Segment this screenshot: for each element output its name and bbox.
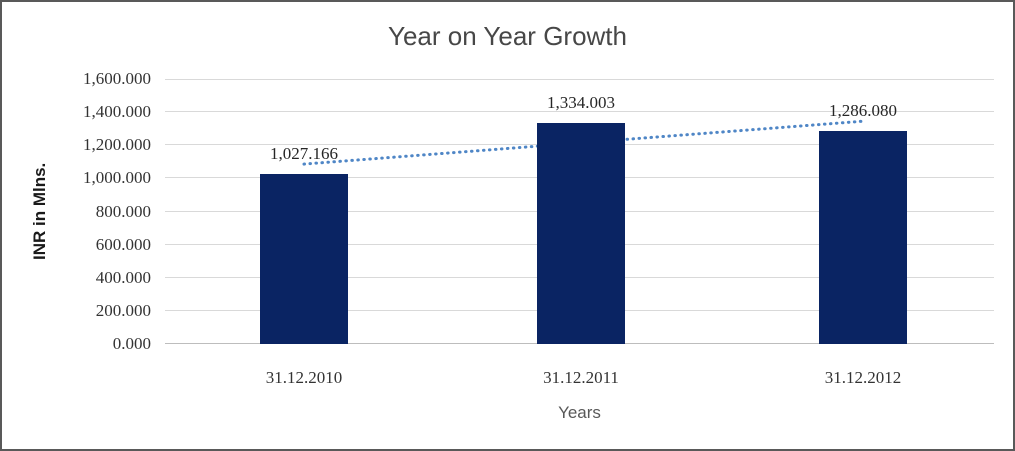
plot-area: 0.000 200.000 400.000 600.000 800.000 1,000.0… bbox=[83, 69, 994, 387]
x-axis-title: Years bbox=[558, 403, 601, 422]
trendline bbox=[302, 119, 865, 166]
gridline bbox=[165, 111, 994, 113]
y-axis-tick-label: 400.000 bbox=[95, 267, 151, 287]
y-axis-tick-label: 1,600.000 bbox=[83, 69, 151, 88]
y-axis-tick-label: 1,400.000 bbox=[83, 102, 151, 122]
x-axis-tick-label-2010: 31.12.2010 bbox=[265, 368, 343, 387]
bar-2010 bbox=[260, 173, 348, 344]
chart-title: Year on Year Growth bbox=[388, 21, 627, 51]
data-label-2010: 1,027.166 bbox=[270, 143, 338, 163]
bar-2012 bbox=[819, 131, 907, 344]
y-axis-tick-label: 1,000.000 bbox=[83, 168, 151, 188]
y-axis-tick-label: 200.000 bbox=[95, 300, 151, 320]
x-axis-tick-label-2012: 31.12.2012 bbox=[824, 368, 902, 387]
data-label-2011: 1,334.003 bbox=[547, 93, 615, 113]
x-axis-tick-label-2011: 31.12.2011 bbox=[543, 368, 619, 387]
y-axis-tick-label: 600.000 bbox=[95, 234, 151, 254]
bar-2011 bbox=[537, 123, 625, 344]
gridline bbox=[165, 79, 994, 80]
y-axis-tick-label: 800.000 bbox=[95, 201, 151, 221]
y-axis-tick-label: 1,200.000 bbox=[83, 135, 151, 155]
trendline-layer bbox=[302, 119, 865, 166]
y-axis-title: INR in Mlns. bbox=[30, 162, 49, 261]
data-label-2012: 1,286.080 bbox=[829, 101, 897, 120]
y-axis-tick-label: 0.000 bbox=[112, 334, 151, 353]
